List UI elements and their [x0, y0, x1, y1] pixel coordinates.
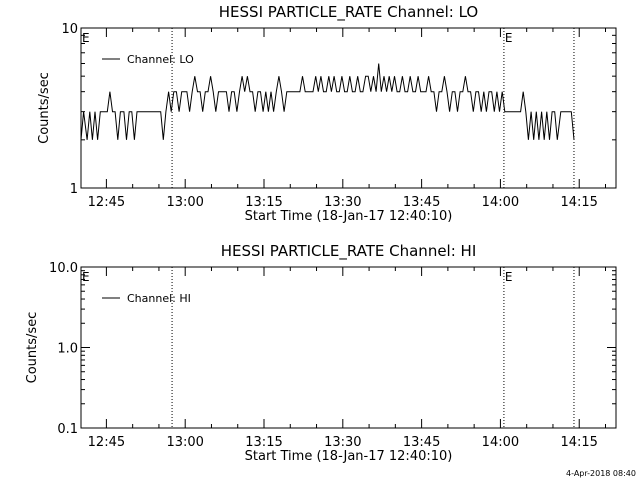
panel-1-time-marker-label: E	[505, 31, 513, 45]
panel-2-x-tick-label: 14:15	[560, 435, 597, 450]
panel-1-y-axis-label: Counts/sec	[37, 72, 52, 144]
panel-2-y-axis-label: Counts/sec	[25, 312, 40, 384]
panel-2-title: HESSI PARTICLE_RATE Channel: HI	[221, 242, 477, 261]
panel-1-time-marker-label: E	[82, 31, 90, 45]
panel-2-x-tick-label: 13:15	[245, 435, 282, 450]
panel-1-plot-frame	[80, 27, 617, 189]
panel-1-y-tick-label: 10	[61, 22, 78, 37]
panel-1-x-tick-label: 13:45	[403, 195, 440, 210]
panel-2-x-axis-label: Start Time (18-Jan-17 12:40:10)	[245, 449, 453, 464]
panel-2-time-marker-label: E	[505, 270, 513, 284]
panel-2-time-marker-label: E	[82, 270, 90, 284]
panel-1-x-tick-label: 13:00	[166, 195, 203, 210]
panel-2-y-tick-label: 0.1	[57, 422, 78, 437]
panel-2-y-tick-label: 10.0	[49, 261, 78, 276]
panel-1-x-tick-label: 14:00	[482, 195, 519, 210]
footer-timestamp: 4-Apr-2018 08:40	[566, 469, 636, 478]
panel-1-title: HESSI PARTICLE_RATE Channel: LO	[219, 3, 478, 22]
panel-1-y-tick-label: 1	[70, 182, 78, 197]
panel-1-legend-label: Channel: LO	[127, 53, 194, 66]
panel-2-x-tick-label: 14:00	[482, 435, 519, 450]
panel-1-x-tick-label: 12:45	[88, 195, 125, 210]
panel-1-x-tick-label: 13:15	[245, 195, 282, 210]
panel-1-x-tick-label: 13:30	[324, 195, 361, 210]
panel-2-x-tick-label: 13:45	[403, 435, 440, 450]
panel-1-x-tick-label: 14:15	[560, 195, 597, 210]
panel-2-legend-label: Channel: HI	[127, 292, 191, 305]
panel-2-x-tick-label: 12:45	[88, 435, 125, 450]
panel-2-x-tick-label: 13:30	[324, 435, 361, 450]
panel-2-x-tick-label: 13:00	[166, 435, 203, 450]
panel-1-x-axis-label: Start Time (18-Jan-17 12:40:10)	[245, 209, 453, 224]
panel-1-series-line	[80, 63, 575, 140]
panel-2-y-tick-label: 1.0	[57, 342, 78, 357]
